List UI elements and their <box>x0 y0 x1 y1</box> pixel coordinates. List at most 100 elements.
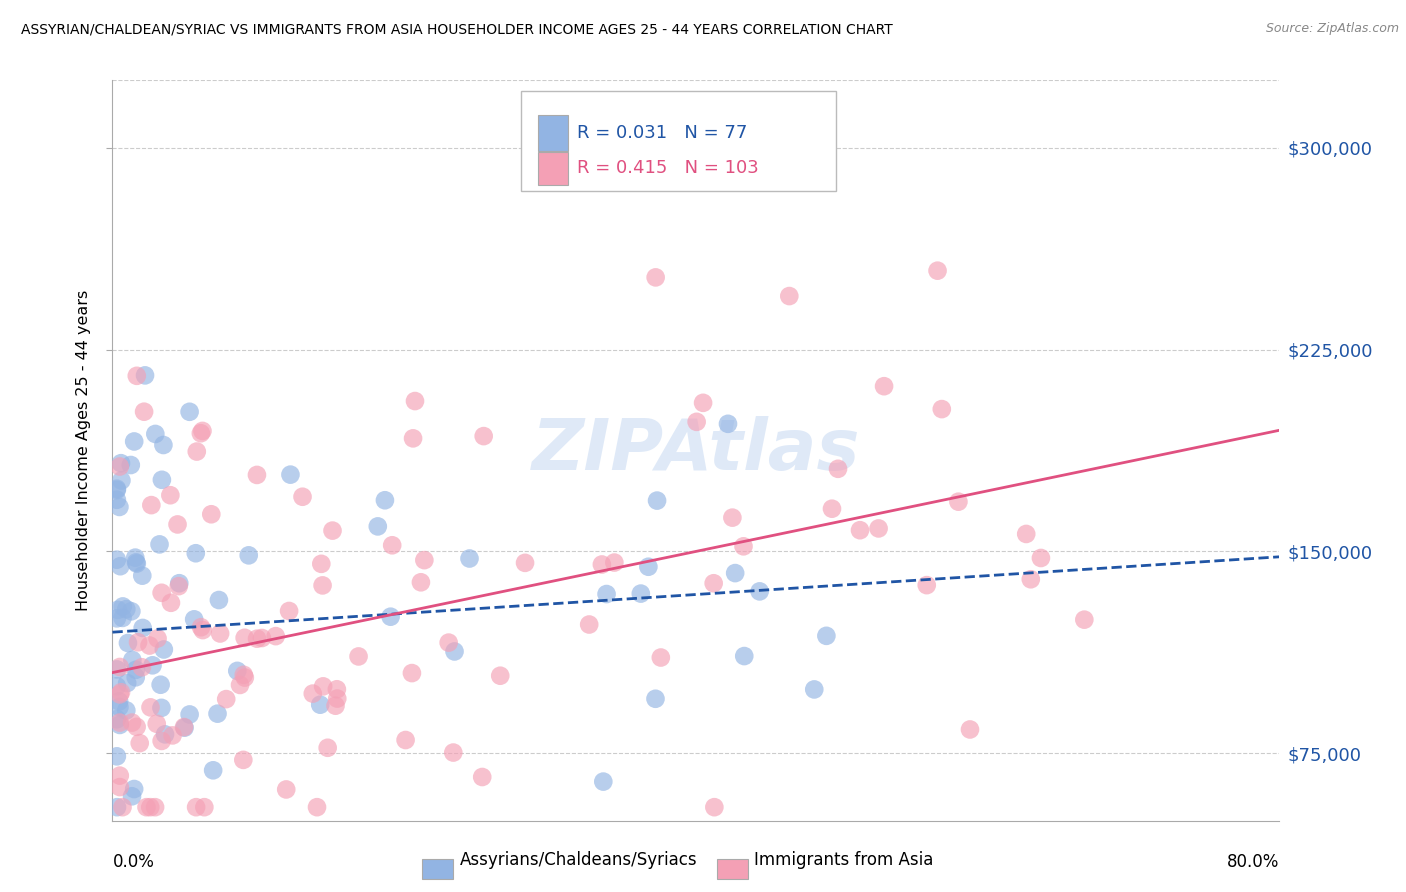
Point <box>149 678 172 692</box>
Point <box>316 740 339 755</box>
Point <box>868 521 890 535</box>
Point <box>578 617 600 632</box>
Point <box>167 576 190 591</box>
Text: Assyrians/Chaldeans/Syriacs: Assyrians/Chaldeans/Syriacs <box>460 851 697 869</box>
Point <box>150 473 173 487</box>
Point <box>121 789 143 804</box>
Point <box>105 483 128 497</box>
Point <box>141 498 163 512</box>
Point <box>229 678 252 692</box>
Point <box>115 703 138 717</box>
Point <box>374 493 396 508</box>
Point <box>233 631 256 645</box>
Point <box>1029 551 1052 566</box>
Point <box>131 621 153 635</box>
Point <box>125 663 148 677</box>
Point <box>703 800 725 814</box>
Point <box>209 626 232 640</box>
Point <box>202 764 225 778</box>
Point <box>326 682 349 697</box>
Point <box>409 575 432 590</box>
Point <box>685 415 707 429</box>
Point <box>105 611 128 625</box>
Point <box>186 444 208 458</box>
Point <box>108 718 131 732</box>
Point <box>108 660 131 674</box>
Point <box>458 551 481 566</box>
Point <box>105 800 128 814</box>
Point <box>150 701 173 715</box>
Point <box>250 631 273 645</box>
Point <box>108 500 131 514</box>
Point <box>301 687 323 701</box>
Point <box>125 555 148 569</box>
Text: R = 0.415   N = 103: R = 0.415 N = 103 <box>576 160 759 178</box>
Point <box>232 753 254 767</box>
Point <box>179 707 201 722</box>
Point <box>748 584 770 599</box>
Point <box>291 490 314 504</box>
Point <box>105 492 128 507</box>
Point <box>644 270 666 285</box>
Point <box>132 405 155 419</box>
Point <box>105 712 128 726</box>
Point <box>645 493 668 508</box>
Point <box>145 716 167 731</box>
Point <box>692 396 714 410</box>
Bar <box>538 153 568 186</box>
Point <box>276 782 298 797</box>
Point <box>124 550 146 565</box>
Point <box>153 727 176 741</box>
Point <box>443 644 465 658</box>
Point <box>191 623 214 637</box>
Point <box>111 800 134 814</box>
Point <box>849 523 872 537</box>
Point <box>105 749 128 764</box>
Point <box>238 549 260 563</box>
Point <box>733 649 755 664</box>
Bar <box>538 115 568 151</box>
Point <box>380 609 402 624</box>
Point <box>381 538 404 552</box>
Point <box>184 546 207 560</box>
Text: ZIPAtlas: ZIPAtlas <box>531 416 860 485</box>
Point <box>513 556 536 570</box>
Point <box>592 774 614 789</box>
Point <box>226 664 249 678</box>
Point <box>184 800 207 814</box>
Point <box>724 566 747 580</box>
Point <box>821 501 844 516</box>
Point <box>591 558 613 572</box>
Point <box>105 482 128 496</box>
Point <box>630 586 652 600</box>
Point <box>150 586 173 600</box>
Point <box>873 379 896 393</box>
FancyBboxPatch shape <box>520 91 837 191</box>
Point <box>948 494 970 508</box>
Point <box>311 557 333 571</box>
Point <box>143 800 166 814</box>
Point <box>105 662 128 676</box>
Point <box>122 782 145 797</box>
Point <box>166 517 188 532</box>
Point <box>111 611 134 625</box>
Point <box>264 629 287 643</box>
Point <box>413 553 436 567</box>
Point <box>644 691 666 706</box>
Point <box>1073 613 1095 627</box>
Point <box>733 539 755 553</box>
Point <box>108 694 131 708</box>
Point <box>401 666 423 681</box>
Point <box>162 728 184 742</box>
Point <box>232 668 254 682</box>
Point <box>135 800 157 814</box>
Point <box>110 456 132 470</box>
Point <box>148 537 170 551</box>
Point <box>115 602 138 616</box>
Point <box>927 263 949 277</box>
Point <box>827 462 849 476</box>
Point <box>128 736 150 750</box>
Point <box>139 800 162 814</box>
Point <box>120 458 142 472</box>
Point <box>108 769 131 783</box>
